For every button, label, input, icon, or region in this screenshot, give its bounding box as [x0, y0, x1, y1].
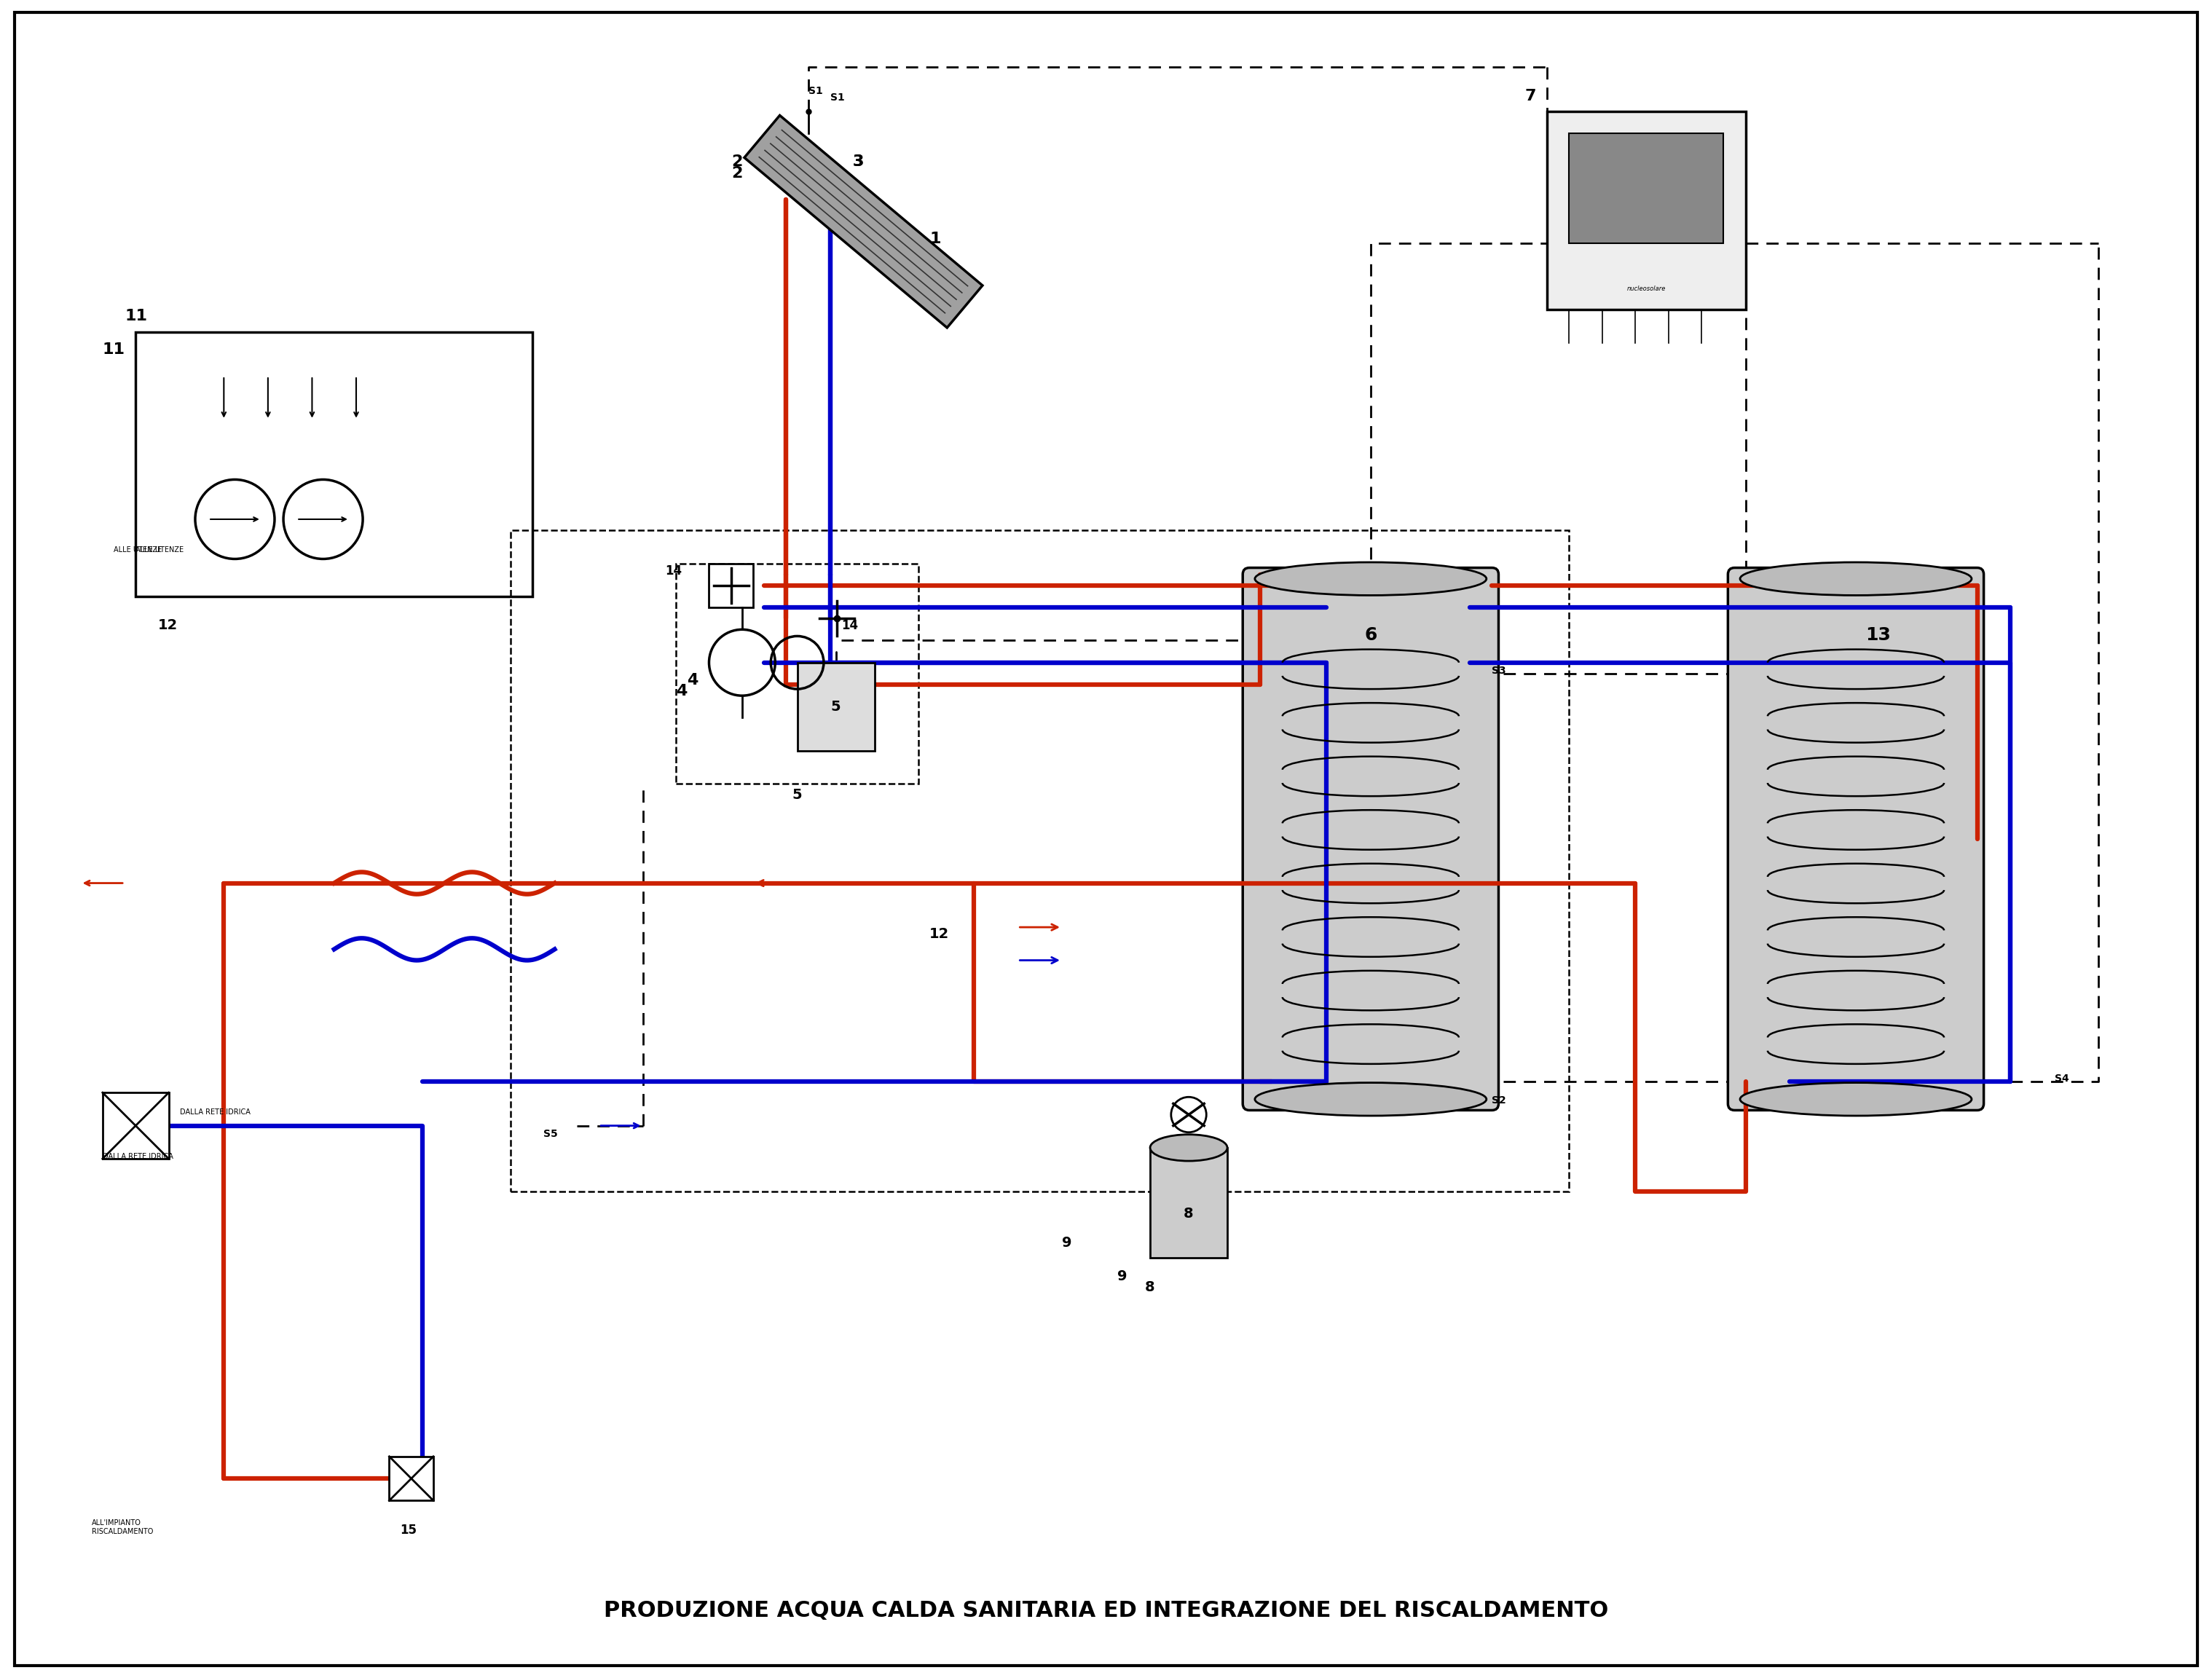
Text: S5: S5 — [544, 1129, 557, 1139]
Text: 3: 3 — [852, 154, 863, 169]
Text: PRODUZIONE ACQUA CALDA SANITARIA ED INTEGRAZIONE DEL RISCALDAMENTO: PRODUZIONE ACQUA CALDA SANITARIA ED INTE… — [604, 1601, 1608, 1621]
Ellipse shape — [1741, 1082, 1971, 1116]
Text: 3: 3 — [852, 154, 863, 169]
Bar — [1150, 1148, 1228, 1258]
Text: 2: 2 — [732, 154, 743, 169]
Bar — [710, 564, 752, 607]
Text: S3: S3 — [1491, 666, 1506, 676]
Text: S1: S1 — [830, 92, 845, 102]
Text: 15: 15 — [400, 1524, 418, 1537]
Text: 2: 2 — [732, 166, 743, 180]
Text: 4: 4 — [677, 685, 688, 698]
Text: 14: 14 — [841, 619, 858, 633]
Bar — [677, 564, 918, 784]
Text: S2: S2 — [1491, 1096, 1506, 1106]
Text: 8: 8 — [1146, 1280, 1155, 1294]
Text: ALLE UTENZE: ALLE UTENZE — [113, 547, 161, 554]
Text: S1: S1 — [807, 86, 823, 96]
Text: 12: 12 — [157, 619, 177, 633]
Text: ALL'IMPIANTO
RISCALDAMENTO: ALL'IMPIANTO RISCALDAMENTO — [91, 1519, 153, 1535]
Bar — [1546, 111, 1745, 310]
Text: 5: 5 — [832, 700, 841, 713]
Bar — [1568, 133, 1723, 243]
Text: 11: 11 — [124, 309, 148, 324]
FancyBboxPatch shape — [1728, 567, 1984, 1111]
Polygon shape — [743, 116, 982, 327]
Bar — [102, 1092, 168, 1159]
Text: 14: 14 — [666, 564, 681, 577]
Bar — [389, 1457, 434, 1500]
FancyBboxPatch shape — [1243, 567, 1498, 1111]
Text: S4: S4 — [2055, 1074, 2068, 1084]
Text: 7: 7 — [1524, 89, 1537, 102]
Text: 1: 1 — [929, 232, 940, 247]
Text: DALLA RETE IDRICA: DALLA RETE IDRICA — [102, 1153, 173, 1159]
Bar — [796, 663, 874, 750]
Text: 12: 12 — [929, 928, 949, 941]
Bar — [135, 332, 533, 596]
Ellipse shape — [1254, 562, 1486, 596]
Text: nucleosolare: nucleosolare — [1626, 285, 1666, 292]
Ellipse shape — [1741, 562, 1971, 596]
Bar — [511, 530, 1568, 1191]
Text: ALLE UTENZE: ALLE UTENZE — [135, 547, 184, 554]
Text: 13: 13 — [1865, 626, 1891, 644]
Ellipse shape — [1150, 1134, 1228, 1161]
Text: 4: 4 — [688, 673, 699, 688]
Text: 6: 6 — [1365, 626, 1378, 644]
Text: 5: 5 — [792, 789, 803, 802]
Text: 9: 9 — [1117, 1269, 1126, 1284]
Text: 8: 8 — [1183, 1206, 1194, 1222]
Text: DALLA RETE IDRICA: DALLA RETE IDRICA — [179, 1109, 250, 1116]
Ellipse shape — [1254, 1082, 1486, 1116]
Text: 11: 11 — [102, 342, 126, 357]
Text: 9: 9 — [1062, 1237, 1073, 1250]
